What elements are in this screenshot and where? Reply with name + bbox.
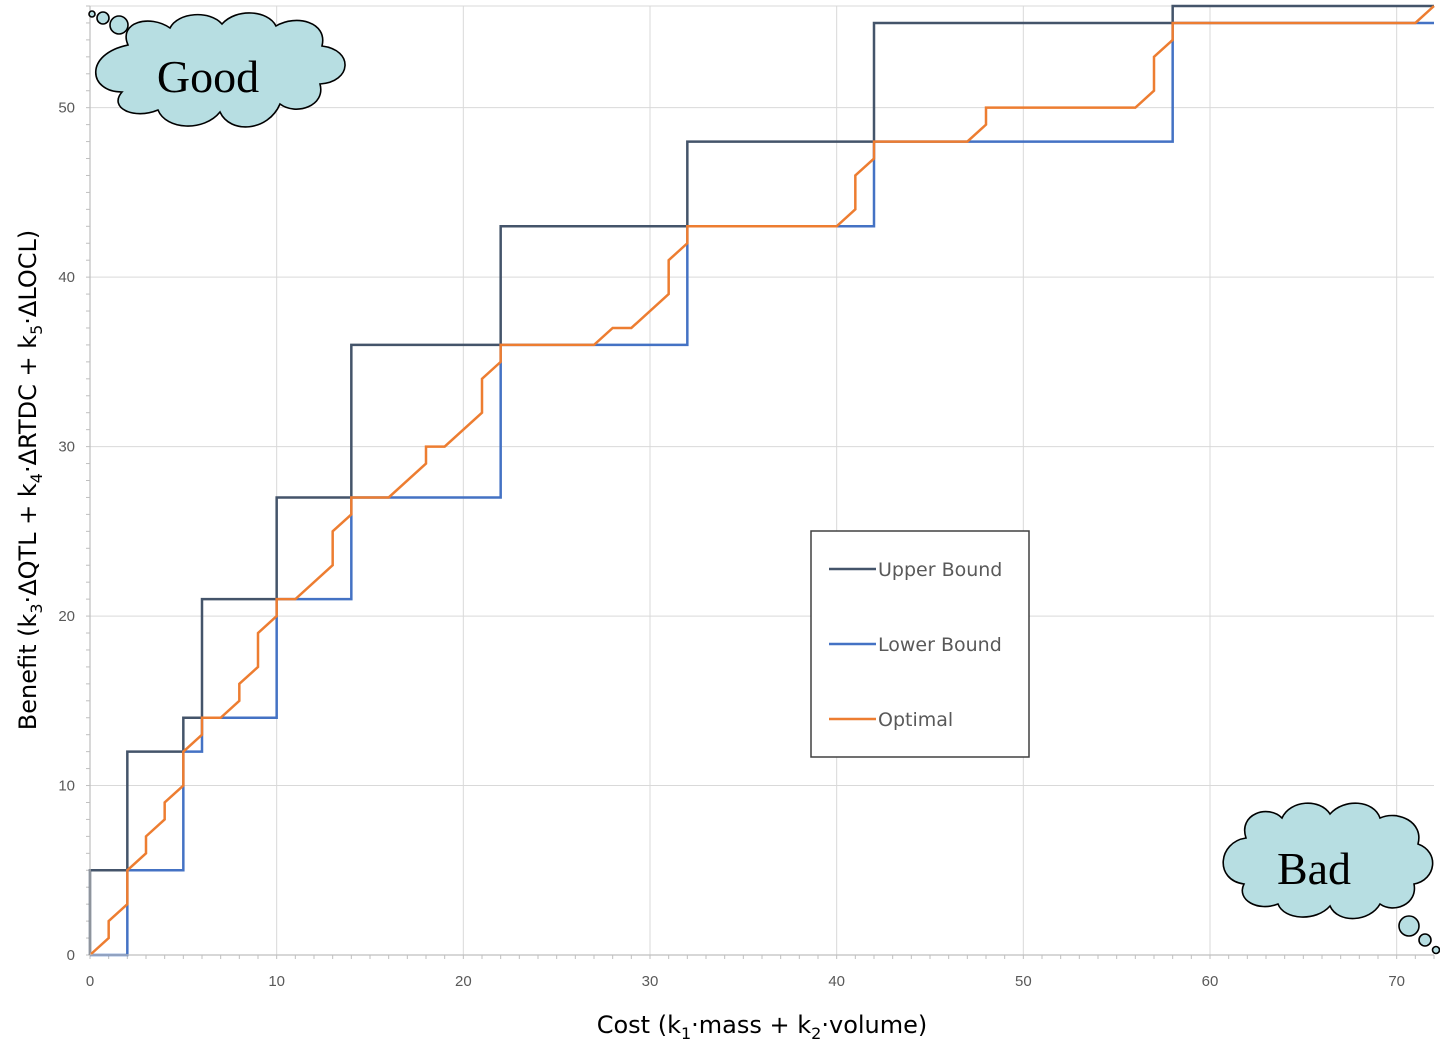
legend: Upper Bound Lower Bound Optimal (810, 530, 1030, 758)
legend-item-optimal: Optimal (829, 709, 953, 731)
x-tick-labels: 0 10 20 30 40 50 60 70 (86, 973, 1405, 990)
y-tick-label: 10 (58, 778, 75, 795)
cloud-icon (1222, 802, 1434, 920)
series-line-optimal (89, 5, 1435, 956)
x-tick-label: 40 (828, 973, 845, 990)
x-axis-title: Cost (k1·mass + k2·volume) (597, 1011, 928, 1041)
series-line-upper-bound (88, 4, 1434, 955)
thought-bubble-dot (1418, 933, 1432, 947)
axis-minor-ticks (86, 5, 1435, 959)
cloud-icon (95, 12, 346, 128)
good-label: Good (157, 51, 259, 102)
series-layer (88, 4, 1435, 957)
thought-bubble-dot (109, 15, 129, 35)
x-tick-label: 20 (455, 973, 472, 990)
series-line-lower-bound (90, 21, 1434, 957)
axes (89, 6, 1434, 956)
y-tick-label: 30 (58, 439, 75, 456)
bad-label: Bad (1277, 843, 1351, 894)
y-tick-label: 0 (67, 947, 75, 964)
bad-cloud-annotation: Bad (1222, 802, 1440, 955)
y-tick-label: 50 (58, 100, 75, 117)
x-tick-label: 70 (1388, 973, 1405, 990)
y-tick-label: 40 (58, 269, 75, 286)
legend-label-optimal: Optimal (878, 709, 953, 731)
y-axis-title: Benefit (k3·ΔQTL + k4·ΔRTDC + k5·ΔLOCL) (14, 230, 46, 731)
good-cloud-annotation: Good (88, 10, 346, 128)
legend-label-lower-bound: Lower Bound (878, 634, 1002, 656)
thought-bubble-dot (96, 11, 110, 25)
grid-lines (90, 5, 1434, 955)
y-tick-labels: 0 10 20 30 40 50 (58, 100, 75, 964)
x-tick-label: 50 (1015, 973, 1032, 990)
y-tick-label: 20 (58, 608, 75, 625)
x-tick-label: 30 (642, 973, 659, 990)
x-tick-label: 10 (268, 973, 285, 990)
thought-bubble-dot (1431, 945, 1440, 955)
legend-item-upper-bound: Upper Bound (829, 559, 1002, 581)
x-tick-label: 0 (86, 973, 94, 990)
thought-bubble-dot (88, 10, 96, 18)
thought-bubble-dot (1398, 915, 1420, 937)
x-tick-label: 60 (1202, 973, 1219, 990)
legend-item-lower-bound: Lower Bound (829, 634, 1002, 656)
legend-label-upper-bound: Upper Bound (878, 559, 1002, 581)
